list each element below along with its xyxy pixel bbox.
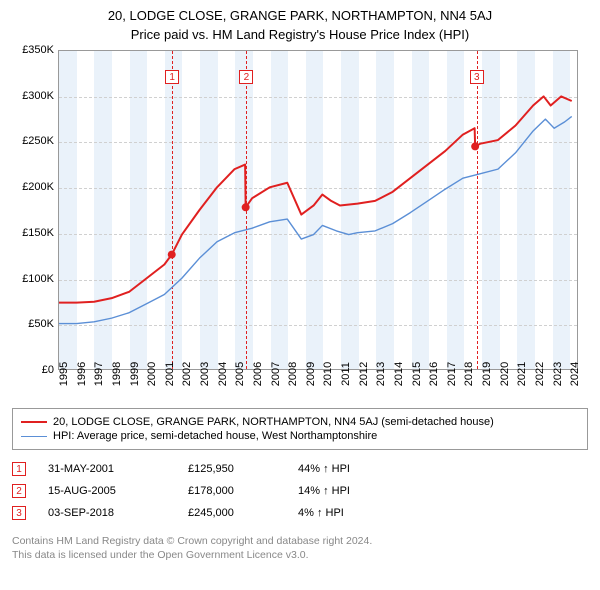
legend-label: 20, LODGE CLOSE, GRANGE PARK, NORTHAMPTO…	[53, 416, 494, 428]
y-tick-label: £50K	[10, 318, 54, 330]
sales-row-pct: 14% ↑ HPI	[298, 485, 418, 497]
legend-swatch	[21, 421, 47, 423]
x-tick-label: 2019	[481, 362, 493, 386]
legend-item: HPI: Average price, semi-detached house,…	[21, 429, 579, 443]
x-tick-label: 1996	[76, 362, 88, 386]
x-tick-label: 2005	[234, 362, 246, 386]
x-tick-label: 2016	[428, 362, 440, 386]
sales-row-date: 15-AUG-2005	[48, 485, 188, 497]
chart-title-main: 20, LODGE CLOSE, GRANGE PARK, NORTHAMPTO…	[12, 8, 588, 23]
sales-row-price: £245,000	[188, 507, 298, 519]
x-tick-label: 2002	[181, 362, 193, 386]
y-tick-label: £200K	[10, 181, 54, 193]
plot-area: 1 2 3	[58, 50, 578, 370]
footnote: Contains HM Land Registry data © Crown c…	[12, 534, 588, 562]
legend-swatch	[21, 436, 47, 437]
x-tick-label: 2012	[358, 362, 370, 386]
chart-card: 20, LODGE CLOSE, GRANGE PARK, NORTHAMPTO…	[0, 0, 600, 572]
chart-lines-svg	[59, 51, 577, 369]
x-tick-label: 2017	[446, 362, 458, 386]
sales-row-number-box: 1	[12, 462, 26, 476]
sales-row-pct: 44% ↑ HPI	[298, 463, 418, 475]
footnote-line-1: Contains HM Land Registry data © Crown c…	[12, 535, 372, 547]
x-tick-label: 2006	[252, 362, 264, 386]
x-tick-label: 2023	[552, 362, 564, 386]
footnote-line-2: This data is licensed under the Open Gov…	[12, 549, 309, 561]
chart-title-sub: Price paid vs. HM Land Registry's House …	[12, 27, 588, 42]
x-tick-label: 2011	[340, 362, 352, 386]
x-tick-label: 2004	[217, 362, 229, 386]
sale-marker-dot	[471, 142, 479, 150]
legend: 20, LODGE CLOSE, GRANGE PARK, NORTHAMPTO…	[12, 408, 588, 450]
sale-marker-dot	[168, 251, 176, 259]
x-tick-label: 2009	[305, 362, 317, 386]
x-tick-label: 1997	[93, 362, 105, 386]
y-tick-label: £300K	[10, 90, 54, 102]
x-tick-label: 2003	[199, 362, 211, 386]
y-tick-label: £0	[10, 364, 54, 376]
x-tick-label: 2020	[499, 362, 511, 386]
x-tick-label: 2013	[375, 362, 387, 386]
sale-marker-number-box: 3	[470, 70, 484, 84]
x-tick-label: 2008	[287, 362, 299, 386]
y-tick-label: £150K	[10, 227, 54, 239]
sales-row-date: 31-MAY-2001	[48, 463, 188, 475]
legend-label: HPI: Average price, semi-detached house,…	[53, 430, 377, 442]
sale-marker-number-box: 1	[165, 70, 179, 84]
sale-marker-number-box: 2	[239, 70, 253, 84]
y-tick-label: £350K	[10, 44, 54, 56]
sales-row-number-box: 3	[12, 506, 26, 520]
legend-item: 20, LODGE CLOSE, GRANGE PARK, NORTHAMPTO…	[21, 415, 579, 429]
x-tick-label: 2018	[463, 362, 475, 386]
x-tick-label: 1998	[111, 362, 123, 386]
sales-table-row: 2 15-AUG-2005£178,00014% ↑ HPI	[12, 480, 588, 502]
x-tick-label: 2024	[569, 362, 581, 386]
chart-area: £0£50K£100K£150K£200K£250K£300K£350K 123…	[12, 50, 588, 400]
sale-marker-dot	[242, 203, 250, 211]
sales-table-row: 3 03-SEP-2018£245,0004% ↑ HPI	[12, 502, 588, 524]
x-tick-label: 2021	[516, 362, 528, 386]
x-tick-label: 2010	[322, 362, 334, 386]
x-tick-label: 2001	[164, 362, 176, 386]
x-tick-label: 1999	[129, 362, 141, 386]
sales-row-date: 03-SEP-2018	[48, 507, 188, 519]
y-tick-label: £100K	[10, 273, 54, 285]
y-tick-label: £250K	[10, 135, 54, 147]
sales-row-pct: 4% ↑ HPI	[298, 507, 418, 519]
x-tick-label: 2022	[534, 362, 546, 386]
sales-table: 1 31-MAY-2001£125,95044% ↑ HPI 2 15-AUG-200…	[12, 458, 588, 524]
sales-row-price: £125,950	[188, 463, 298, 475]
x-tick-label: 2000	[146, 362, 158, 386]
series-line-property	[59, 96, 572, 302]
sales-row-price: £178,000	[188, 485, 298, 497]
x-tick-label: 1995	[58, 362, 70, 386]
series-line-hpi	[59, 116, 572, 323]
x-tick-label: 2014	[393, 362, 405, 386]
sales-row-number-box: 2	[12, 484, 26, 498]
sales-table-row: 1 31-MAY-2001£125,95044% ↑ HPI	[12, 458, 588, 480]
x-tick-label: 2007	[270, 362, 282, 386]
x-tick-label: 2015	[411, 362, 423, 386]
